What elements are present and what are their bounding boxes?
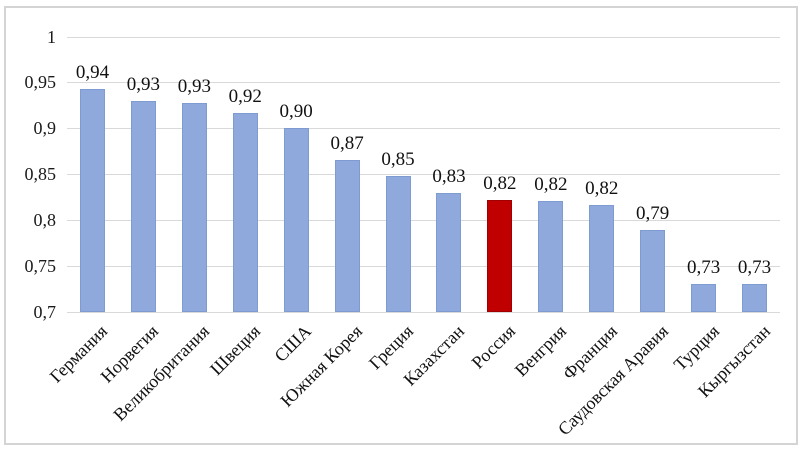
- bar-value-label: 0,79: [636, 203, 670, 225]
- bar: [436, 192, 462, 312]
- y-tick-label: 0,75: [24, 256, 57, 277]
- bar-value-label: 0,90: [279, 101, 313, 123]
- bar: [640, 230, 666, 312]
- bar-value-label: 0,83: [432, 165, 466, 187]
- bar: [232, 112, 258, 312]
- gridline: [67, 220, 780, 222]
- bar-value-label: 0,93: [126, 73, 161, 95]
- bar: [130, 100, 156, 312]
- bar: [385, 176, 411, 312]
- bar-value-label: 0,93: [177, 75, 211, 97]
- bar: [79, 88, 105, 312]
- gridline: [67, 312, 780, 313]
- bar: [538, 200, 564, 312]
- bar-value-label: 0,87: [330, 133, 364, 155]
- bar-value-label: 0,94: [75, 61, 110, 83]
- gridline: [67, 174, 780, 176]
- bar-value-label: 0,92: [228, 85, 262, 107]
- y-tick-label: 0,9: [33, 118, 57, 139]
- bar: [742, 284, 768, 312]
- y-tick-label: 1: [47, 26, 56, 47]
- bar-value-label: 0,82: [483, 172, 517, 194]
- bar: [283, 128, 309, 312]
- bar-value-label: 0,73: [686, 256, 721, 278]
- bar-highlight-Россия: [487, 199, 513, 312]
- bar: [334, 160, 360, 312]
- bar-value-label: 0,85: [381, 149, 415, 171]
- y-tick-label: 0,8: [33, 210, 57, 231]
- y-tick-label: 0,95: [24, 72, 57, 93]
- y-tick-label: 0,85: [24, 164, 57, 185]
- bar: [181, 102, 207, 312]
- y-tick-label: 0,7: [33, 302, 57, 322]
- bar: [589, 205, 615, 312]
- gridline: [67, 128, 780, 130]
- gridline: [67, 82, 780, 84]
- gridline: [67, 266, 780, 268]
- gridline: [67, 36, 780, 38]
- bar-value-label: 0,82: [585, 178, 619, 200]
- bar: [691, 283, 717, 312]
- bar-value-label: 0,82: [534, 173, 568, 195]
- bar-value-label: 0,73: [737, 257, 772, 279]
